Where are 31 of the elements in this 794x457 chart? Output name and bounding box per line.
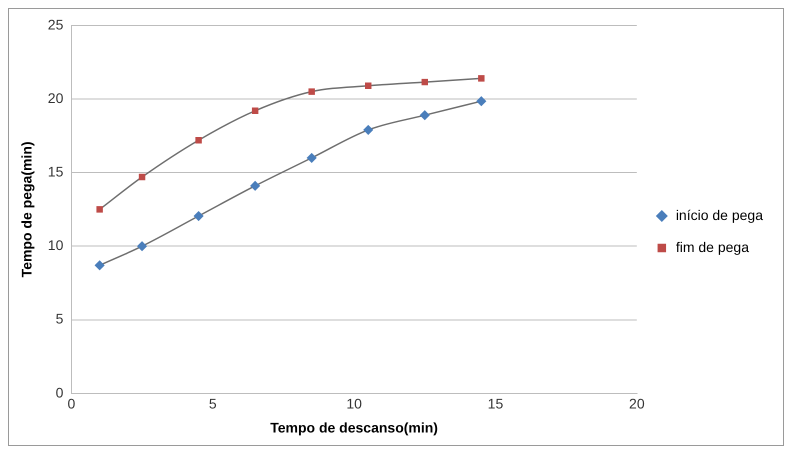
y-tick-label: 10 (48, 237, 64, 254)
x-tick-label: 20 (629, 396, 645, 412)
legend-label: fim de pega (676, 238, 750, 255)
point (250, 181, 260, 191)
point (94, 260, 104, 270)
point (478, 75, 485, 82)
y-tick-label: 25 (48, 16, 64, 32)
x-tick-label: 5 (208, 396, 217, 412)
point (365, 82, 372, 89)
point (476, 96, 486, 106)
legend-label: início de pega (676, 206, 764, 223)
y-tick-label: 0 (56, 384, 64, 400)
point (138, 174, 146, 180)
point (195, 136, 202, 144)
point (194, 211, 204, 221)
point (306, 153, 316, 163)
point (137, 241, 147, 251)
y-tick-label: 20 (48, 90, 64, 106)
point (308, 88, 315, 95)
point (422, 78, 428, 86)
x-tick-label: 0 (67, 396, 76, 412)
y-tick-label: 15 (48, 163, 64, 180)
point (363, 125, 373, 135)
point (252, 108, 258, 114)
point (420, 110, 430, 120)
point (96, 206, 103, 213)
y-axis-title: Tempo de pega(min) (18, 141, 34, 278)
x-tick-label: 15 (488, 396, 504, 412)
x-tick-label: 10 (346, 396, 362, 412)
y-tick-label: 5 (56, 310, 64, 327)
x-axis-title: Tempo de descanso(min) (270, 419, 438, 436)
